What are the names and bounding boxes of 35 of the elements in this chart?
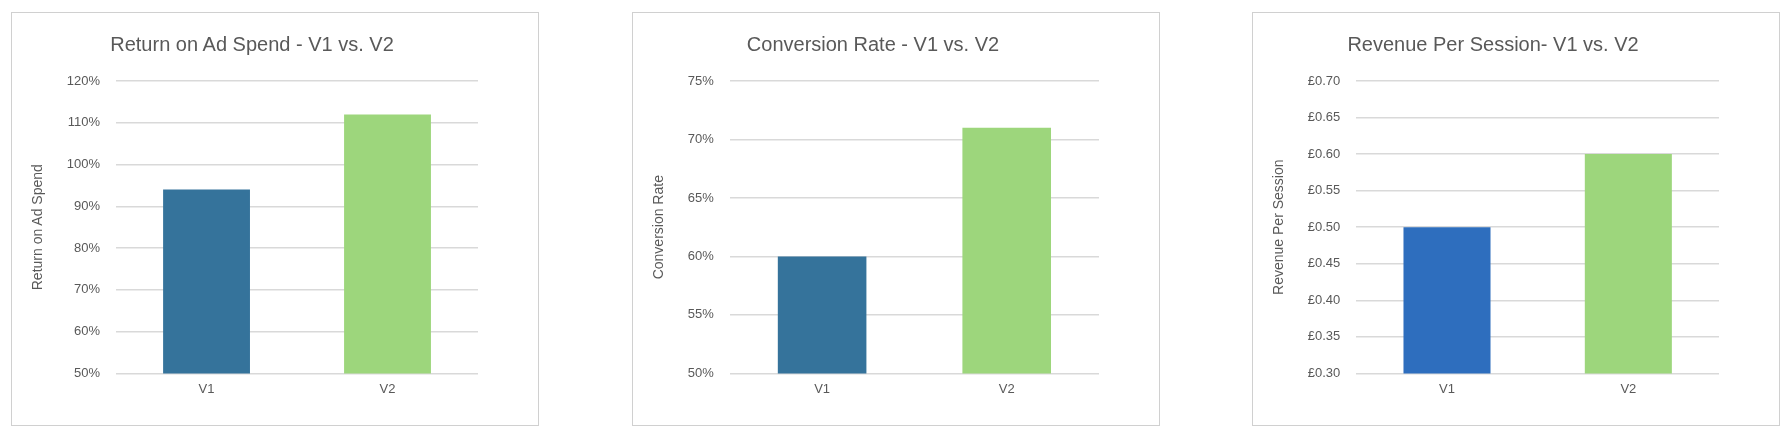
chart-title: Conversion Rate - V1 vs. V2 [746, 32, 1000, 55]
y-tick-label: £0.35 [1307, 328, 1341, 344]
y-tick-label: 55% [687, 306, 715, 322]
y-tick-label: 70% [687, 131, 715, 147]
y-tick-label: £0.50 [1307, 218, 1341, 234]
y-tick-label: 80% [74, 239, 101, 255]
chart-title: Revenue Per Session- V1 vs. V2 [1347, 32, 1639, 55]
y-tick-label: 60% [74, 323, 101, 339]
x-tick-label: V2 [1620, 380, 1637, 396]
y-tick-label: £0.65 [1307, 109, 1341, 125]
y-tick-label: 70% [74, 281, 101, 297]
y-tick-label: 50% [74, 364, 101, 380]
y-axis-title: Revenue Per Session [1270, 159, 1287, 295]
y-tick-label: £0.40 [1307, 291, 1341, 307]
x-tick-label: V2 [998, 380, 1015, 396]
y-tick-label: 65% [687, 189, 715, 205]
y-tick-label: 90% [74, 197, 101, 213]
y-tick-label: 100% [66, 156, 101, 172]
y-tick-label: £0.55 [1307, 182, 1341, 198]
y-tick-label: £0.45 [1307, 255, 1341, 271]
x-tick-label: V1 [1439, 380, 1455, 396]
y-tick-label: 75% [687, 72, 715, 88]
y-axis-title: Return on Ad Spend [29, 164, 46, 291]
x-tick-label: V2 [379, 380, 396, 396]
y-tick-label: £0.60 [1307, 145, 1341, 161]
y-tick-label: 110% [67, 114, 101, 130]
chart-title: Return on Ad Spend - V1 vs. V2 [110, 32, 394, 55]
y-tick-label: £0.70 [1307, 72, 1341, 88]
y-axis-title: Conversion Rate [650, 174, 667, 280]
x-tick-label: V1 [814, 380, 831, 396]
x-tick-label: V1 [198, 380, 215, 396]
y-tick-label: 50% [687, 364, 715, 380]
y-tick-label: 120% [66, 72, 101, 88]
y-tick-label: 60% [687, 248, 715, 264]
y-tick-label: £0.30 [1307, 364, 1341, 380]
